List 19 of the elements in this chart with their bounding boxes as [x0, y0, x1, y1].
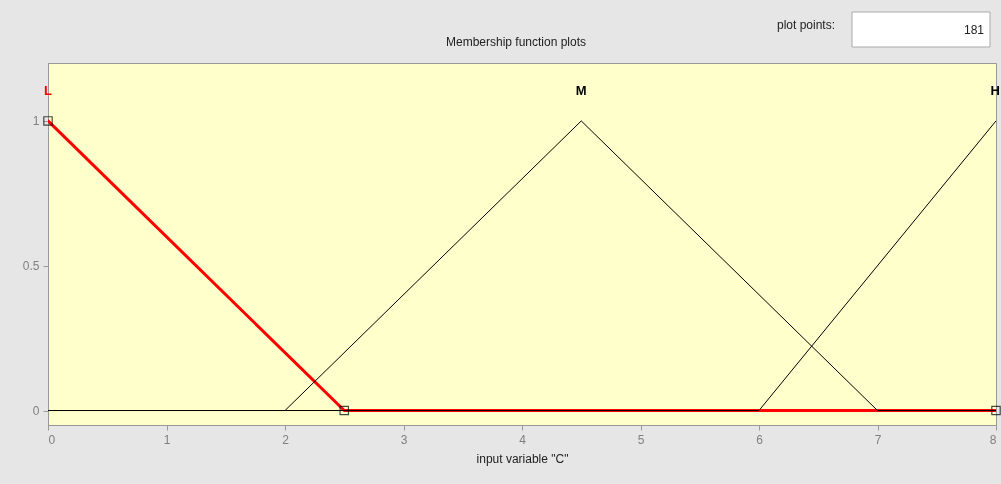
text: plot points: [776, 18, 835, 32]
y-tick-label: 0 [32, 404, 40, 419]
x-tick-label: 4 [519, 432, 527, 447]
x-tick-label: 2 [282, 432, 290, 447]
y-tick-label: 0.5 [22, 259, 40, 274]
x-tick-label: 8 [989, 432, 997, 447]
x-tick-label: 6 [756, 432, 764, 447]
x-tick-label: 7 [874, 432, 882, 447]
x-tick-label: 0 [48, 432, 56, 447]
series-label: H [990, 82, 1000, 98]
x-axis-title: input variable "C" [476, 451, 569, 466]
chart-title: Membership function plots [445, 35, 587, 49]
x-tick-label: 3 [400, 432, 408, 447]
series-label: L [44, 82, 53, 98]
y-tick-label: 1 [32, 114, 40, 129]
x-tick-label: 1 [163, 432, 171, 447]
x-tick-label: 5 [637, 432, 645, 447]
series-label: M [575, 82, 587, 98]
text: 181 [963, 23, 985, 37]
